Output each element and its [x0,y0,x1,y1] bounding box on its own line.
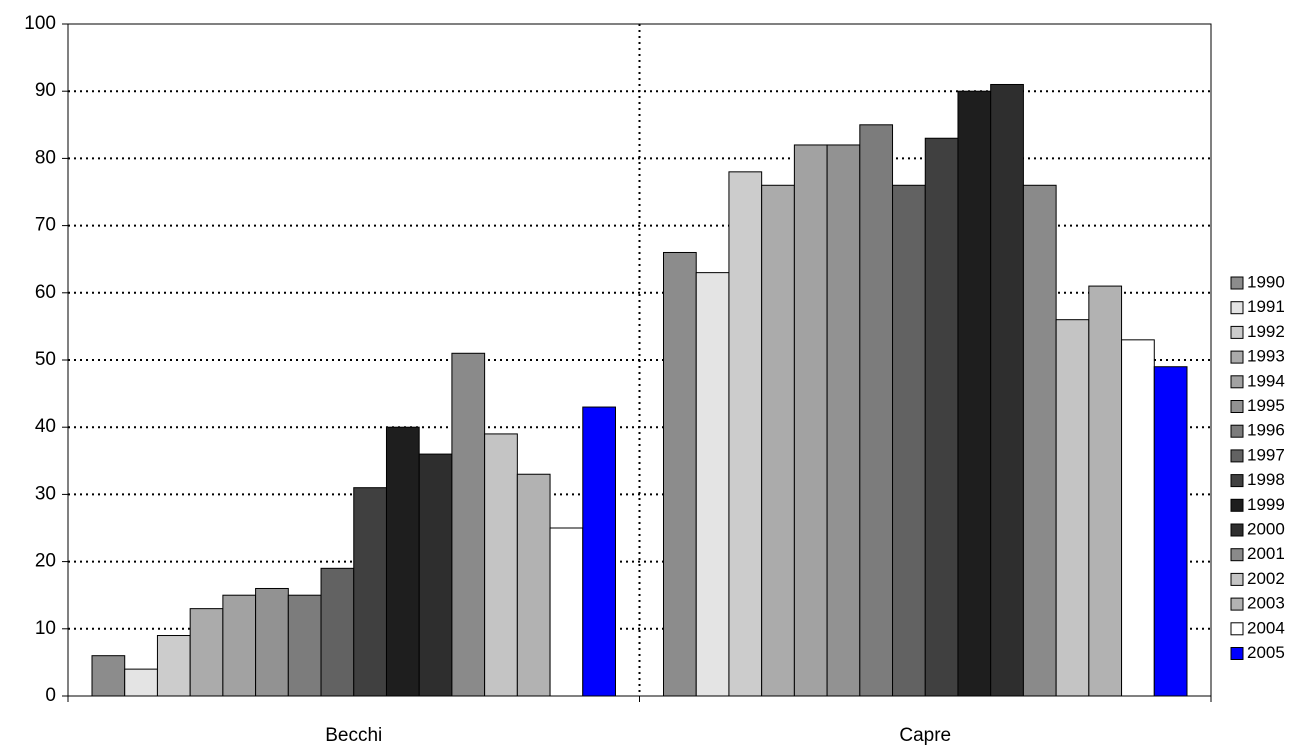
legend-label: 1994 [1247,371,1285,390]
legend-swatch [1230,449,1244,463]
legend-swatch [1230,375,1244,389]
bar [957,90,992,697]
bar [255,587,289,697]
bar [793,144,828,697]
legend-label: 1991 [1247,297,1285,316]
legend-label: 1999 [1247,495,1285,514]
y-tick-label: 70 [35,215,56,236]
legend-label: 1993 [1247,347,1285,366]
legend-swatch [1230,548,1244,562]
bar [859,124,894,697]
y-tick-label: 20 [35,551,56,572]
bar [582,406,616,697]
bar [287,594,322,697]
bar [728,171,763,697]
bar [695,272,730,697]
bar [451,352,486,697]
legend-label: 2002 [1247,569,1285,588]
bar [892,184,926,697]
legend-swatch [1230,474,1244,488]
legend-label: 2003 [1247,594,1285,613]
legend-swatch [1230,597,1244,611]
bar [320,567,355,697]
y-tick-label: 40 [35,416,56,437]
x-tick-label: Becchi [325,725,382,746]
y-tick-label: 30 [35,483,56,504]
legend-label: 2005 [1247,643,1285,662]
bar [353,487,387,697]
legend-label: 1990 [1247,272,1285,291]
legend-swatch [1230,400,1244,413]
bar [663,251,697,697]
bar [990,83,1024,697]
legend-swatch [1230,647,1244,660]
legend-swatch [1230,572,1244,586]
legend-label: 1995 [1247,396,1285,415]
bar [761,184,795,697]
bar [549,527,584,697]
legend-label: 2000 [1247,519,1285,538]
bar [1121,339,1155,697]
bar [222,594,257,697]
legend: 1990 1991 1992 1993 1994 1995 1996 1997 1998 1999… [1230,272,1285,662]
legend-label: 1998 [1247,470,1285,489]
legend-swatch [1230,523,1244,537]
bar [385,426,420,697]
legend-label: 1997 [1247,445,1285,464]
legend-swatch [1230,424,1244,438]
bar [1088,285,1123,697]
legend-label: 1996 [1247,421,1285,440]
legend-swatch [1230,276,1244,290]
legend-label: 2004 [1247,618,1285,637]
legend-swatch [1230,498,1244,512]
bar [516,473,551,697]
y-tick-label: 90 [35,80,56,101]
bar [418,453,453,697]
bar [156,635,191,697]
legend-label: 1992 [1247,322,1285,341]
bar [1055,319,1090,697]
bar [91,655,126,697]
legend-swatch [1230,301,1244,315]
y-tick-label: 10 [35,618,56,639]
bar [1022,184,1057,697]
bar [189,608,224,697]
y-tick-label: 80 [35,147,56,168]
y-tick-label: 50 [35,349,56,370]
legend-swatch [1230,325,1244,339]
bar [124,668,158,697]
y-tick-label: 60 [35,282,56,303]
y-tick-label: 100 [24,13,56,34]
legend-swatch [1230,350,1244,364]
y-tick-label: 0 [45,685,56,706]
bar [484,433,518,697]
bar [1153,366,1188,697]
bar [924,137,959,697]
bar [826,144,861,697]
x-tick-label: Capre [899,725,951,746]
legend-label: 2001 [1247,544,1285,563]
legend-swatch [1230,622,1244,636]
